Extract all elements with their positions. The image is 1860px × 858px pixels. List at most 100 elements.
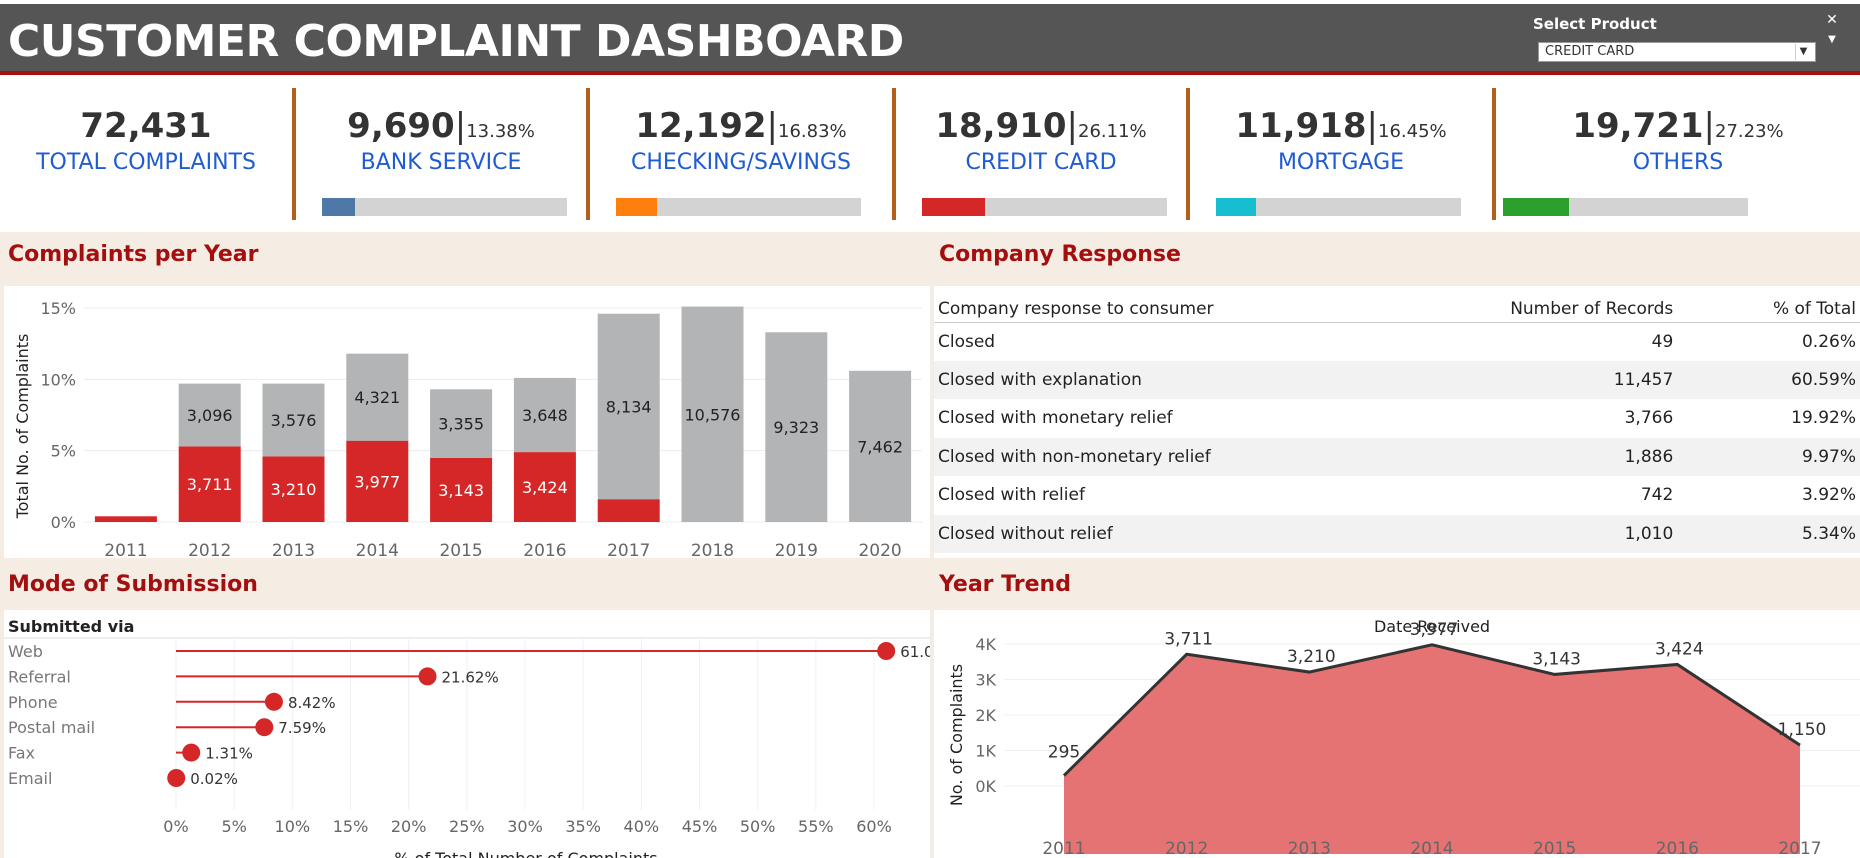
x-tick-label: 2016 <box>1656 839 1699 858</box>
kpi-card: 9,690|13.38% BANK SERVICE <box>296 80 586 220</box>
bar-data-label: 3,977 <box>354 472 400 491</box>
kpi-divider <box>892 88 896 220</box>
lollipop-point[interactable] <box>877 642 896 660</box>
bar-credit-card[interactable] <box>262 456 325 522</box>
bar-other[interactable] <box>597 313 660 500</box>
bar-other[interactable] <box>681 306 744 522</box>
per-year-chart-area: 0% 5% 10% 15% Total No. of Complaints 2011 3,7… <box>4 286 930 561</box>
lollipop-data-label: 1.31% <box>205 745 253 763</box>
lollipop-point[interactable] <box>255 718 274 737</box>
kpi-count: 12,192 <box>635 106 767 146</box>
page-title: CUSTOMER COMPLAINT DASHBOARD <box>8 16 904 67</box>
x-tick-label: 45% <box>682 817 718 836</box>
kpi-value: 72,431 <box>0 106 292 146</box>
trend-chart-area: Date Received No. of Complaints 0K 1K 2K 3K 4K… <box>934 610 1860 858</box>
bar-other[interactable] <box>849 370 912 522</box>
kpi-value: 9,690|13.38% <box>296 106 586 146</box>
x-tick-label: 55% <box>798 817 834 836</box>
record-count-cell: 11,457 <box>1334 360 1678 399</box>
kpi-count: 19,721 <box>1572 106 1704 146</box>
product-select[interactable]: CREDIT CARD ▼ <box>1538 42 1816 62</box>
trend-line[interactable] <box>1062 643 1801 777</box>
mode-lollipop-chart: Submitted via 0% 5% 10% 15% 20% 25% 30% 35% 40% 45… <box>4 617 957 858</box>
bar-credit-card[interactable] <box>346 440 409 522</box>
product-filter: Select Product CREDIT CARD ▼ <box>1530 12 1820 68</box>
bar-other[interactable] <box>262 383 325 457</box>
percent-cell: 19.92% <box>1791 408 1856 429</box>
trend-data-label: 3,210 <box>1287 647 1336 667</box>
x-tick-label: 2019 <box>775 541 818 558</box>
kpi-strip: 72,431 TOTAL COMPLAINTS 9,690|13.38% BANK S… <box>0 80 1860 230</box>
submitted-via-header: Submitted via <box>8 617 134 636</box>
record-count-cell: 1,886 <box>1334 437 1678 476</box>
table-row: Closed with relief 742 3.92% <box>934 476 1860 515</box>
bar-data-label: 3,096 <box>187 406 233 425</box>
kpi-label: MORTGAGE <box>1277 150 1405 175</box>
kpi-count: 72,431 <box>80 106 212 146</box>
dropdown-caret-icon[interactable]: ▼ <box>1795 44 1811 60</box>
kpi-progress-track <box>1216 198 1461 216</box>
kpi-label: BANK SERVICE <box>360 150 522 175</box>
x-tick-label: 30% <box>507 817 543 836</box>
close-icon[interactable]: ✕ <box>1826 12 1838 28</box>
panel-title-trend: Year Trend <box>939 572 1071 597</box>
kpi-separator: | <box>766 106 779 146</box>
kpi-progress-fill <box>322 198 355 216</box>
kpi-separator: | <box>1066 106 1079 146</box>
x-axis-label: % of Total Number of Complaints <box>394 849 657 858</box>
year-trend-panel: Year Trend Date Received No. of Complaint… <box>934 562 1860 858</box>
x-tick-label: 10% <box>275 817 311 836</box>
bar-credit-card[interactable] <box>597 499 660 522</box>
trend-data-label: 3,977 <box>1410 620 1459 640</box>
bar-credit-card[interactable] <box>178 446 241 522</box>
y-axis-label: No. of Complaints <box>947 664 966 806</box>
kpi-card: 19,721|27.23% OTHERS <box>1496 80 1860 220</box>
bar-credit-card[interactable] <box>513 452 576 522</box>
lollipop-point[interactable] <box>182 743 201 762</box>
kpi-card: 11,918|16.45% MORTGAGE <box>1190 80 1492 220</box>
bar-data-label: 8,134 <box>606 397 652 416</box>
bar-other[interactable] <box>178 383 241 447</box>
x-tick-label: 2017 <box>1778 839 1821 858</box>
bar-data-label: 3,711 <box>187 475 233 494</box>
x-tick-label: 35% <box>565 817 601 836</box>
chevron-down-icon[interactable]: ▼ <box>1828 34 1836 45</box>
trend-data-label: 3,424 <box>1655 639 1704 659</box>
lollipop-point[interactable] <box>418 667 437 686</box>
bar-data-label: 4,321 <box>354 388 400 407</box>
bar-data-label: 3,576 <box>271 411 317 430</box>
bar-credit-card[interactable] <box>94 516 157 522</box>
x-tick-label: 40% <box>624 817 660 836</box>
lollipop-data-label: 61.05% <box>900 643 930 661</box>
bar-data-label: 10,576 <box>685 405 741 424</box>
kpi-value: 11,918|16.45% <box>1190 106 1492 146</box>
kpi-divider <box>1492 88 1496 220</box>
response-type-cell: Closed <box>938 331 996 352</box>
table-row: Closed with explanation 11,457 60.59% <box>934 360 1860 399</box>
lollipop-data-label: 8.42% <box>288 694 336 712</box>
category-label: Email <box>8 769 52 788</box>
bar-other[interactable] <box>430 389 493 458</box>
panel-title-response: Company Response <box>939 242 1181 267</box>
bar-other[interactable] <box>513 377 576 453</box>
x-tick-label: 25% <box>449 817 485 836</box>
percent-cell: 9.97% <box>1677 437 1860 476</box>
bar-credit-card[interactable] <box>430 457 493 522</box>
lollipop-point[interactable] <box>264 692 283 711</box>
lollipop-point[interactable] <box>167 769 186 787</box>
x-tick-label: 2011 <box>104 541 147 558</box>
kpi-label: OTHERS <box>1632 150 1724 175</box>
table-row: Closed with non-monetary relief 1,886 9.97… <box>934 437 1860 476</box>
y-tick-label: 0% <box>51 513 76 532</box>
mode-of-submission-panel: Mode of Submission Submitted via 0% 5% 10% 1… <box>0 562 957 858</box>
kpi-value: 12,192|16.83% <box>590 106 892 146</box>
percent-cell: 5.34% <box>1677 514 1860 553</box>
x-tick-label: 20% <box>391 817 427 836</box>
bar-other[interactable] <box>765 332 828 522</box>
kpi-percent: 16.45% <box>1378 121 1447 142</box>
x-tick-label: 15% <box>333 817 369 836</box>
x-tick-label: 50% <box>740 817 776 836</box>
x-tick-label: 2013 <box>1288 839 1331 858</box>
kpi-card: 12,192|16.83% CHECKING/SAVINGS <box>590 80 892 220</box>
bar-other[interactable] <box>346 353 409 441</box>
